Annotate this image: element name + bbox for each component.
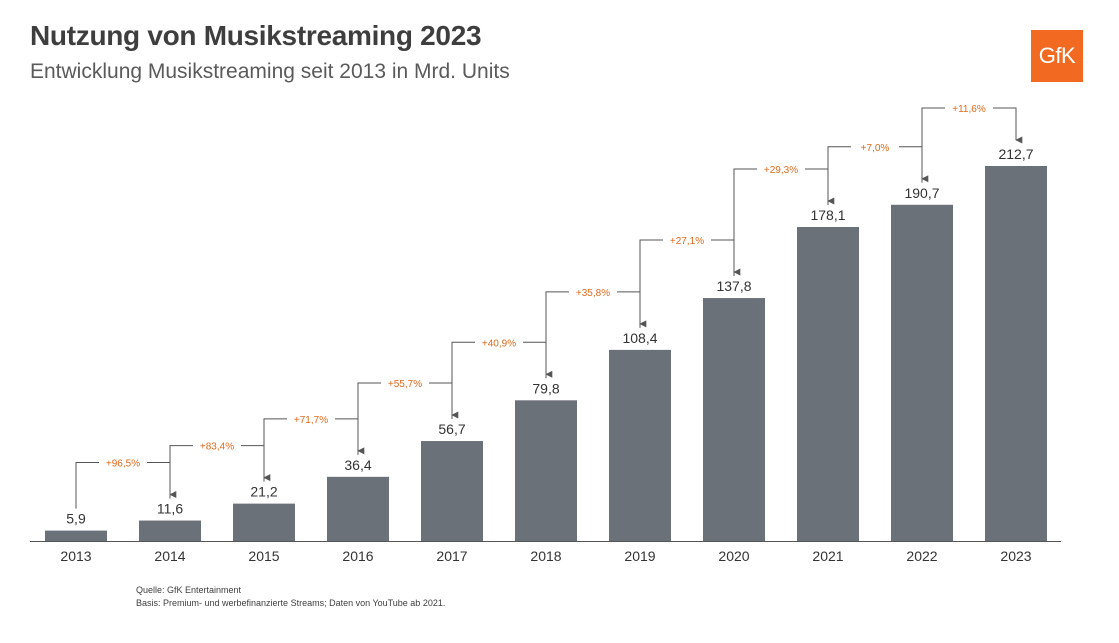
growth-label-bg-2019 [569,284,617,299]
x-tick-label-2013: 2013 [60,548,91,564]
bar-2020 [703,298,765,541]
x-tick-label-2016: 2016 [342,548,373,564]
chart-title: Nutzung von Musikstreaming 2023 [30,20,482,51]
x-tick-label-2019: 2019 [624,548,655,564]
chart-subtitle: Entwicklung Musikstreaming seit 2013 in … [30,60,510,83]
x-tick-label-2018: 2018 [530,548,561,564]
bar-2015 [233,503,295,541]
x-tick-label-2014: 2014 [154,548,185,564]
growth-label-bg-2015 [193,438,241,453]
value-label-2014: 11,6 [157,501,183,517]
growth-label-bg-2017 [381,376,429,391]
growth-label-bg-2020 [663,233,711,248]
growth-label-2022: +7,0% [861,143,890,154]
x-tick-label-2023: 2023 [1000,548,1031,564]
value-label-2015: 21,2 [250,484,277,500]
bar-2019 [609,349,671,541]
growth-label-bg-2016 [287,411,335,426]
growth-label-2021: +29,3% [764,165,798,176]
growth-label-2017: +55,7% [388,379,422,390]
growth-label-bg-2022 [851,139,899,154]
growth-label-2019: +35,8% [576,288,610,299]
growth-label-2018: +40,9% [482,338,516,349]
x-tick-label-2021: 2021 [812,548,843,564]
growth-label-bg-2018 [475,335,523,350]
bar-2023 [985,166,1047,541]
x-tick-label-2020: 2020 [718,548,749,564]
growth-label-2020: +27,1% [670,236,704,247]
source-note: Quelle: GfK Entertainment [136,585,242,595]
value-label-2020: 137,8 [716,278,751,294]
basis-note: Basis: Premium- und werbefinanzierte Str… [136,598,446,608]
gfk-logo: GfK [1031,30,1083,82]
bar-2021 [797,227,859,541]
value-label-2021: 178,1 [810,207,845,223]
value-label-2017: 56,7 [438,421,465,437]
x-tick-label-2017: 2017 [436,548,467,564]
x-tick-label-2015: 2015 [248,548,279,564]
bar-2013 [45,530,107,541]
value-label-2013: 5,9 [66,511,86,527]
growth-label-bg-2021 [757,162,805,177]
value-label-2023: 212,7 [998,146,1033,162]
bar-2022 [891,204,953,541]
gfk-logo-text: GfK [1038,43,1076,68]
growth-label-bg-2014 [99,455,147,470]
growth-label-bg-2023 [945,101,993,115]
bar-2017 [421,441,483,541]
growth-label-2016: +71,7% [294,415,328,426]
bar-2016 [327,476,389,541]
value-label-2019: 108,4 [622,330,657,346]
value-label-2016: 36,4 [344,457,371,473]
growth-label-2023: +11,6% [952,104,986,115]
value-label-2018: 79,8 [532,380,559,396]
bar-2014 [139,520,201,541]
value-label-2022: 190,7 [904,185,939,201]
x-tick-label-2022: 2022 [906,548,937,564]
growth-label-2014: +96,5% [106,459,140,470]
growth-label-2015: +83,4% [200,442,234,453]
bar-2018 [515,400,577,541]
